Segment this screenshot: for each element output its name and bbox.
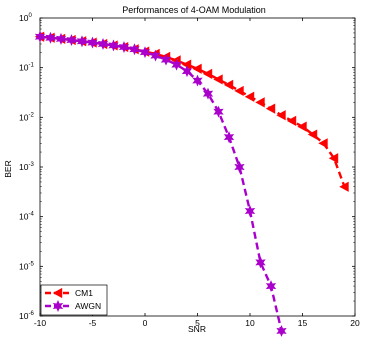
point-cm1: [265, 103, 276, 114]
chart-title: Performances of 4-OAM Modulation: [122, 5, 266, 15]
point-cm1: [318, 138, 328, 149]
point-awgn: [45, 31, 56, 44]
y-tick-label: 10-2: [19, 112, 34, 122]
point-cm1: [339, 181, 349, 192]
point-awgn: [234, 161, 245, 173]
point-cm1: [276, 110, 286, 121]
point-awgn: [139, 46, 151, 59]
point-awgn: [223, 131, 235, 144]
point-awgn: [97, 38, 109, 50]
point-cm1: [213, 74, 223, 85]
legend-label-cm1: CM1: [75, 288, 93, 298]
point-cm1: [255, 97, 265, 108]
point-awgn: [244, 205, 256, 217]
series-line-awgn: [39, 35, 283, 332]
point-awgn: [213, 105, 224, 118]
point-awgn: [202, 87, 214, 100]
legend-entry-cm1: CM1: [45, 287, 93, 299]
y-tick-label: 10-3: [19, 162, 34, 172]
x-tick-label: -10: [34, 318, 47, 328]
legend: CM1 AWGN: [40, 284, 108, 316]
y-tick-label: 10-5: [19, 261, 34, 271]
point-awgn: [108, 39, 119, 52]
legend-label-awgn: AWGN: [75, 301, 101, 311]
point-awgn: [255, 256, 266, 269]
point-awgn: [160, 53, 172, 66]
point-cm1: [307, 129, 318, 140]
x-axis-label: SNR: [188, 324, 206, 334]
legend-marker-cm1: [52, 287, 63, 299]
point-awgn: [276, 325, 287, 337]
point-awgn: [66, 34, 77, 46]
point-awgn: [129, 43, 140, 56]
point-awgn: [171, 58, 182, 71]
x-tick-label: -5: [89, 318, 97, 328]
series-layer: [34, 30, 349, 337]
point-awgn: [55, 32, 67, 45]
point-awgn: [265, 280, 277, 293]
point-cm1: [244, 91, 255, 102]
y-axis-label: BER: [3, 160, 13, 177]
legend-entry-awgn: AWGN: [45, 300, 101, 312]
y-tick-label: 10-4: [19, 212, 34, 222]
point-cm1: [202, 68, 213, 79]
x-tick-label: 10: [245, 318, 255, 328]
point-cm1: [297, 121, 307, 132]
point-cm1: [223, 79, 234, 90]
legend-marker-awgn: [52, 300, 64, 312]
point-cm1: [234, 85, 244, 97]
x-tick-label: 0: [143, 318, 148, 328]
point-cm1: [328, 153, 339, 164]
y-tick-label: 10-1: [19, 63, 34, 73]
point-awgn: [181, 65, 193, 78]
point-awgn: [118, 41, 130, 54]
series-line-cm1: [39, 35, 346, 188]
point-awgn: [76, 35, 88, 48]
legend-box: [40, 284, 108, 316]
axis-ticks: -10 -5 0 5 10 15 20 100 10-1 10-2 10-3 10-4 10-5 10-6: [19, 13, 360, 328]
series-awgn: [34, 30, 287, 337]
point-awgn: [192, 74, 203, 87]
point-awgn: [34, 30, 46, 43]
y-tick-label: 100: [19, 13, 32, 23]
point-awgn: [87, 36, 98, 49]
point-cm1: [286, 115, 297, 126]
y-tick-label: 10-6: [19, 311, 34, 321]
plot-area: [39, 17, 356, 317]
point-awgn: [150, 49, 161, 62]
point-cm1: [192, 63, 202, 74]
x-tick-label: 20: [350, 318, 360, 328]
x-tick-label: 15: [298, 318, 308, 328]
x-tick-label: 5: [195, 318, 200, 328]
